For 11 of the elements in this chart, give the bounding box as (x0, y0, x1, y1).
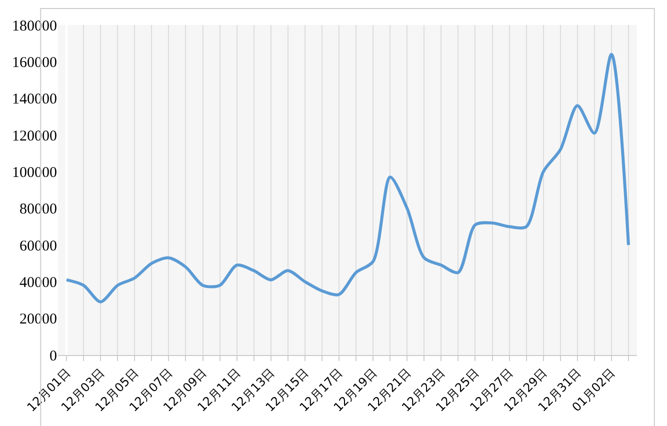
line-series (65, 52, 630, 304)
y-tick-label: 100000 (12, 164, 57, 181)
y-tick-label: 120000 (12, 128, 57, 144)
y-tick-label: 160000 (12, 54, 57, 71)
y-tick-label: 40000 (20, 274, 57, 291)
y-tick-label: 180000 (12, 18, 57, 34)
y-tick-label: 80000 (20, 202, 57, 218)
y-tick-label: 140000 (12, 92, 57, 108)
y-tick-label: 20000 (20, 312, 57, 328)
y-tick-label: 60000 (20, 238, 57, 254)
y-tick-label: 0 (50, 348, 57, 364)
